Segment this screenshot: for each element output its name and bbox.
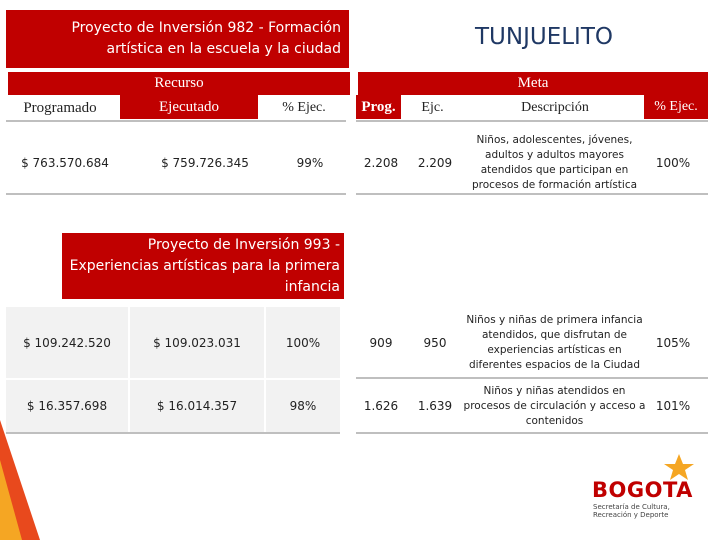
cell: $ 16.014.357 <box>130 380 264 432</box>
logo-star <box>664 454 694 480</box>
description: Niños y niñas atendidos en procesos de c… <box>463 384 646 427</box>
rule <box>6 432 340 434</box>
col-header: Programado <box>23 99 97 116</box>
logo-name: BOGOTA <box>592 478 693 502</box>
cell: 2.209 <box>417 156 453 170</box>
logo-subtitle: Secretaría de Cultura, Recreación y Depo… <box>593 503 670 519</box>
cell: 101% <box>655 399 691 413</box>
cell: 1.639 <box>417 399 453 413</box>
recurso-header: Recurso <box>8 72 350 95</box>
col-header: Ejc. <box>421 100 444 115</box>
cell: $ 759.726.345 <box>161 156 249 170</box>
meta-header: Meta <box>358 72 708 95</box>
cell: $ 109.242.520 <box>6 307 128 378</box>
cell: 105% <box>655 336 691 350</box>
description: Niños, adolescentes, jóvenes, adultos y … <box>471 134 638 191</box>
project-title: Proyecto de Inversión 993 - Experiencias… <box>62 233 344 299</box>
cell: 950 <box>423 336 447 350</box>
rule <box>6 120 346 122</box>
cell: $ 109.023.031 <box>130 307 264 378</box>
col-header: % Ejec. <box>282 100 326 115</box>
district-title: TUNJUELITO <box>475 24 613 50</box>
cell: 100% <box>266 307 340 378</box>
rule <box>356 377 708 379</box>
cell: 1.626 <box>363 399 399 413</box>
col-header: Ejecutado <box>120 95 258 119</box>
rule <box>356 193 708 195</box>
cell: 2.208 <box>363 156 399 170</box>
cell: 909 <box>369 336 393 350</box>
rule <box>356 432 708 434</box>
col-header: Descripción <box>521 100 589 115</box>
cell: $ 16.357.698 <box>6 380 128 432</box>
rule <box>356 120 708 122</box>
cell: 100% <box>655 156 691 170</box>
col-header: % Ejec. <box>644 95 708 119</box>
cell: 99% <box>296 156 324 170</box>
cell: $ 763.570.684 <box>21 156 109 170</box>
cell: 98% <box>266 380 340 432</box>
decor-triangle <box>0 420 40 540</box>
project-title: Proyecto de Inversión 982 - Formación ar… <box>6 10 349 68</box>
description: Niños y niñas de primera infancia atendi… <box>466 314 643 371</box>
col-header: Prog. <box>356 95 401 119</box>
rule <box>6 193 346 195</box>
